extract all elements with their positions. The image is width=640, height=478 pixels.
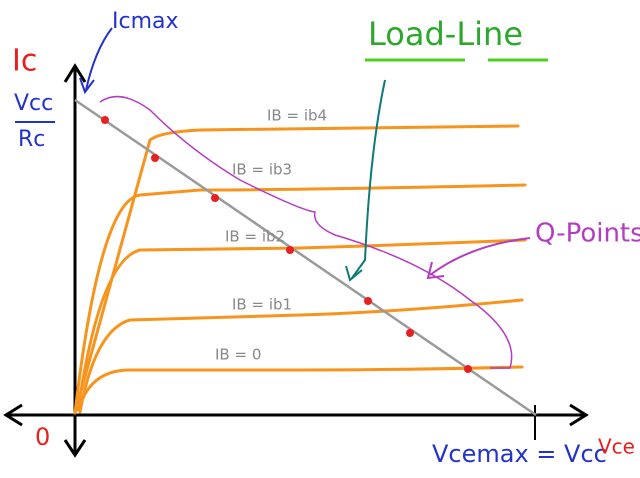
q-points-arrow (429, 237, 531, 276)
curve-label: IB = ib3 (232, 161, 292, 179)
curve-label: IB = ib1 (232, 296, 292, 314)
q-points-label: Q-Points (535, 219, 640, 249)
axes (3, 63, 589, 458)
load-line-arrow (351, 79, 386, 279)
y-axis-label: Ic (12, 44, 37, 79)
curve-label: IB = 0 (215, 346, 261, 364)
vcemax-label: Vcemax = Vcc (432, 440, 607, 468)
q-points-arrowhead (426, 261, 445, 280)
curve-label: IB = ib2 (225, 228, 285, 246)
origin-label: 0 (35, 423, 50, 451)
icmax-label: Icmax (112, 9, 179, 34)
load-line-label: Load-Line (368, 15, 523, 53)
x-axis-label: Vce (598, 435, 635, 459)
q-point-bracket (99, 95, 513, 369)
characteristic-curves (73, 124, 527, 415)
icmax-arrow (85, 27, 113, 91)
q-points (101, 116, 472, 373)
vcc-label: Vcc (14, 91, 53, 116)
rc-label: Rc (18, 127, 45, 152)
icmax-arrowhead (79, 77, 95, 95)
curve-label: IB = ib4 (267, 107, 327, 125)
load-line (74, 98, 537, 417)
load-line-arrowhead (345, 265, 363, 282)
